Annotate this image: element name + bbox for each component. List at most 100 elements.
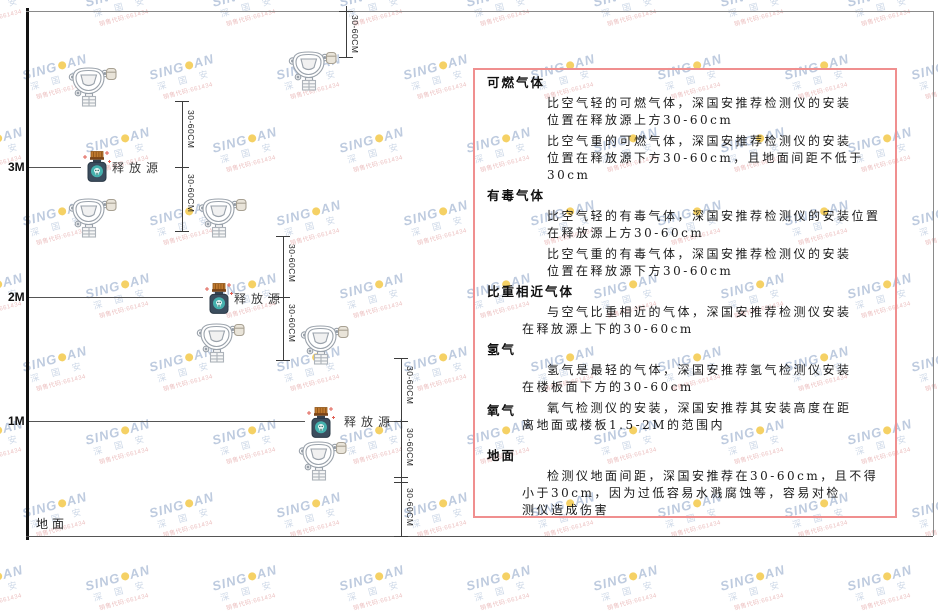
dimension-line bbox=[346, 6, 347, 57]
guideline-section: 地面 检测仪地面间距，深国安推荐在30-60cm，且不得 小于30cm，因为过低容易… bbox=[487, 448, 885, 519]
paragraph-line: 氢气是最轻的气体，深国安推荐氢气检测仪安装 bbox=[547, 363, 852, 377]
dimension-label: 30-60CM bbox=[186, 110, 196, 149]
height-level-label: 3M bbox=[8, 160, 25, 174]
watermark-company-name: 深 国 安 bbox=[219, 578, 277, 604]
section-paragraph: 比空气轻的可燃气体，深国安推荐检测仪的安装 位置在释放源上方30-60cm bbox=[547, 95, 885, 129]
paragraph-line: 比空气轻的可燃气体，深国安推荐检测仪的安装 bbox=[547, 96, 852, 110]
dimension-tick bbox=[276, 360, 290, 361]
height-level-line bbox=[29, 421, 305, 422]
section-paragraph: 比空气重的有毒气体，深国安推荐检测仪的安装 位置在释放源下方30-60cm bbox=[547, 246, 885, 280]
watermark-code: 销售代码:661434 bbox=[733, 592, 785, 613]
ground-label: 地面 bbox=[36, 517, 69, 531]
section-heading: 氧气 bbox=[487, 403, 517, 418]
guideline-section: 有毒气体 比空气轻的有毒气体，深国安推荐检测仪的安装位置 在释放源上方30-60cm… bbox=[487, 188, 885, 280]
height-level-label: 1M bbox=[8, 414, 25, 428]
right-border-line bbox=[933, 11, 934, 536]
yellow-dot-icon bbox=[120, 571, 130, 582]
dimension-line bbox=[401, 358, 402, 536]
dimension-tick bbox=[339, 57, 353, 58]
watermark-company-name: 深 国 安 bbox=[0, 578, 23, 603]
paragraph-line: 与空气比重相近的气体，深国安推荐检测仪安装 bbox=[547, 305, 852, 319]
guideline-section: 可燃气体 比空气轻的可燃气体，深国安推荐检测仪的安装 位置在释放源上方30-60cm… bbox=[487, 75, 885, 184]
watermark-code: 销售代码:661434 bbox=[479, 592, 531, 613]
dimension-tick bbox=[175, 167, 189, 168]
gas-detector-icon bbox=[68, 66, 118, 112]
section-heading: 比重相近气体 bbox=[487, 284, 575, 299]
height-level-line bbox=[29, 297, 203, 298]
paragraph-line: 比空气轻的有毒气体，深国安推荐检测仪的安装位置 bbox=[547, 209, 881, 223]
paragraph-line: 检测仪地面间距，深国安推荐在30-60cm，且不得 bbox=[547, 469, 879, 483]
gas-detector-icon bbox=[198, 197, 248, 243]
watermark-code: 销售代码:661434 bbox=[606, 592, 658, 613]
dimension-tick bbox=[394, 536, 408, 537]
paragraph-line: 在释放源上下的30-60cm bbox=[522, 322, 694, 336]
paragraph-line: 离地面或楼板1.5-2M的范围内 bbox=[522, 418, 726, 432]
dimension-label: 30-60CM bbox=[405, 366, 415, 405]
dimension-line bbox=[182, 101, 183, 231]
dimension-label: 30-60CM bbox=[287, 244, 297, 283]
dimension-label: 30-60CM bbox=[405, 428, 415, 467]
section-paragraph: 与空气比重相近的气体，深国安推荐检测仪安装在释放源上下的30-60cm bbox=[522, 304, 885, 338]
section-paragraph: 比空气重的可燃气体，深国安推荐检测仪的安装 位置在释放源下方30-60cm，且地面… bbox=[547, 133, 885, 184]
paragraph-line: 在楼板面下方的30-60cm bbox=[522, 380, 694, 394]
yellow-dot-icon bbox=[374, 571, 384, 582]
paragraph-line: 氧气检测仪的安装，深国安推荐其安装高度在距 bbox=[547, 401, 852, 415]
dimension-label: 30-60CM bbox=[287, 304, 297, 343]
guideline-section: 氢气氢气是最轻的气体，深国安推荐氢气检测仪安装在楼板面下方的30-60cm bbox=[487, 342, 885, 396]
release-source-label: 释放源 bbox=[112, 161, 164, 175]
yellow-dot-icon bbox=[501, 571, 511, 582]
dimension-tick bbox=[175, 101, 189, 102]
ceiling-line bbox=[26, 11, 933, 12]
height-level-label: 2M bbox=[8, 290, 25, 304]
dimension-tick bbox=[394, 421, 408, 422]
installation-guideline-panel: 可燃气体 比空气轻的可燃气体，深国安推荐检测仪的安装 位置在释放源上方30-60cm… bbox=[473, 68, 897, 518]
paragraph-line: 比空气重的可燃气体，深国安推荐检测仪的安装 bbox=[547, 134, 852, 148]
watermark-code: 销售代码:661434 bbox=[352, 592, 404, 613]
paragraph-line: 小于30cm，因为过低容易水溅腐蚀等，容易对检 bbox=[522, 486, 841, 500]
watermark-code: 销售代码:661434 bbox=[0, 592, 23, 613]
wall-line bbox=[26, 8, 29, 540]
paragraph-line: 位置在释放源上方30-60cm bbox=[547, 113, 734, 127]
source-connector-line bbox=[268, 297, 283, 298]
gas-detector-icon bbox=[300, 324, 350, 370]
release-source-icon bbox=[204, 282, 234, 320]
gas-detector-icon bbox=[196, 322, 246, 368]
section-heading: 可燃气体 bbox=[487, 75, 546, 90]
dimension-tick bbox=[394, 482, 408, 483]
dimension-tick bbox=[394, 358, 408, 359]
release-source-icon bbox=[82, 150, 112, 188]
installation-height-diagram: 地面 3M 2M 1M 30-60CM 30-60CM 30-60CM 30-60CM 30-6… bbox=[8, 6, 934, 540]
paragraph-line: 位置在释放源下方30-60cm bbox=[547, 264, 734, 278]
guideline-section: 氧气 氧气检测仪的安装，深国安推荐其安装高度在距 离地面或楼板1.5-2M的范围内 bbox=[487, 400, 885, 434]
section-heading: 氢气 bbox=[487, 342, 517, 357]
dimension-label: 30-60CM bbox=[350, 15, 360, 54]
gas-detector-icon bbox=[298, 440, 348, 486]
watermark-company-name: 深 国 安 bbox=[473, 578, 531, 604]
watermark-company-name: 深 国 安 bbox=[727, 578, 785, 604]
gas-detector-icon bbox=[288, 50, 338, 96]
paragraph-line: 30cm bbox=[547, 168, 591, 182]
section-heading: 有毒气体 bbox=[487, 188, 546, 203]
section-paragraph: 氢气是最轻的气体，深国安推荐氢气检测仪安装在楼板面下方的30-60cm bbox=[522, 362, 885, 396]
release-source-label: 释放源 bbox=[344, 415, 396, 429]
section-paragraph: 检测仪地面间距，深国安推荐在30-60cm，且不得小于30cm，因为过低容易水溅… bbox=[522, 468, 885, 519]
watermark-company-name: 深 国 安 bbox=[600, 578, 658, 604]
watermark-company-name: 深 国 安 bbox=[346, 578, 404, 604]
source-connector-line bbox=[386, 421, 401, 422]
dimension-tick bbox=[175, 231, 189, 232]
yellow-dot-icon bbox=[755, 571, 765, 582]
section-paragraph: 氧气检测仪的安装，深国安推荐其安装高度在距离地面或楼板1.5-2M的范围内 bbox=[522, 400, 885, 434]
